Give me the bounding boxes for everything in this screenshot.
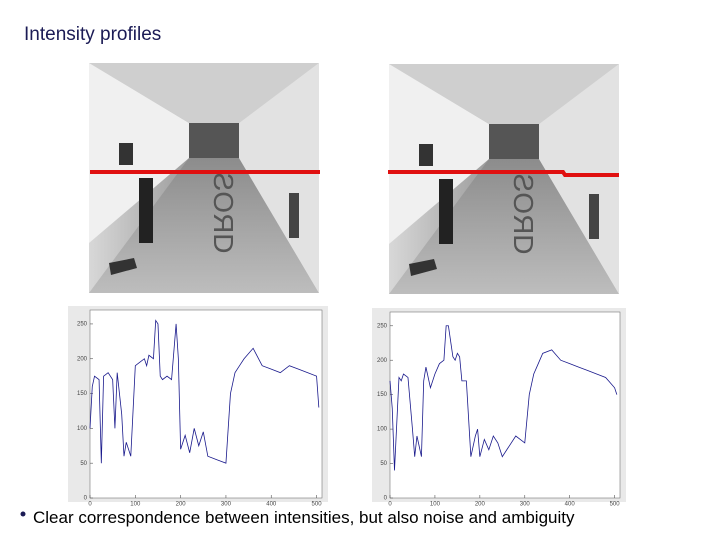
y-tick-label: 50	[380, 461, 387, 467]
plot-area	[389, 311, 621, 499]
x-tick-label: 400	[565, 502, 576, 508]
scanline	[388, 170, 619, 177]
x-tick-label: 400	[266, 502, 277, 508]
bullet-dot	[20, 511, 26, 517]
x-tick-label: 300	[221, 502, 232, 508]
right-image	[389, 64, 619, 294]
x-tick-label: 200	[176, 502, 187, 508]
x-tick-label: 100	[430, 502, 441, 508]
y-tick-label: 250	[377, 323, 388, 329]
y-tick-label: 50	[80, 461, 87, 467]
x-tick-label: 500	[312, 502, 323, 508]
x-tick-label: 200	[475, 502, 486, 508]
left-image	[89, 63, 319, 293]
x-tick-label: 100	[130, 502, 141, 508]
y-tick-label: 250	[77, 322, 88, 328]
bullet-text: Clear correspondence between intensities…	[33, 508, 575, 527]
plot-area	[89, 309, 323, 499]
y-tick-label: 150	[377, 392, 388, 398]
y-tick-label: 0	[384, 496, 388, 502]
y-tick-label: 100	[377, 427, 388, 433]
intensity-profile	[89, 319, 320, 464]
x-tick-label: 500	[610, 502, 621, 508]
intensity-profile	[389, 325, 618, 471]
x-tick-label: 0	[88, 502, 92, 508]
slide-title: Intensity profiles	[24, 24, 161, 45]
y-tick-label: 100	[77, 426, 88, 432]
y-tick-label: 150	[77, 391, 88, 397]
x-tick-label: 300	[520, 502, 531, 508]
y-tick-label: 0	[84, 496, 88, 502]
x-tick-label: 0	[388, 502, 392, 508]
y-tick-label: 200	[377, 358, 388, 364]
y-tick-label: 200	[77, 356, 88, 362]
